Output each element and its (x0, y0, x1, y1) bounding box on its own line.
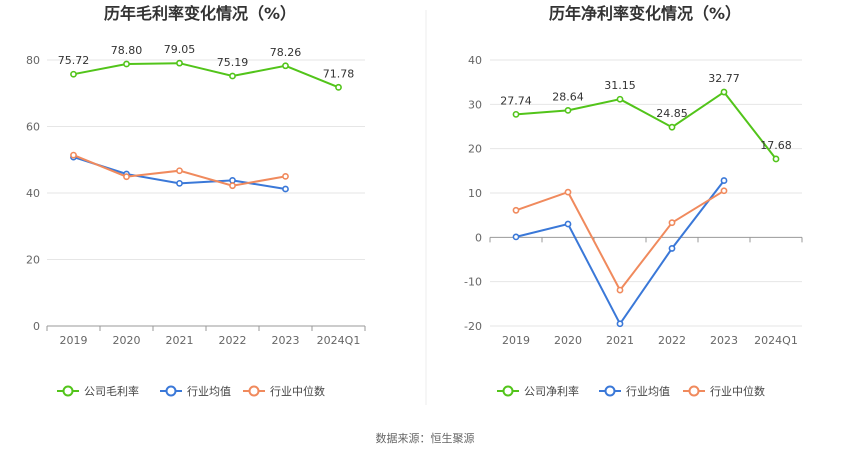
legend-label: 公司毛利率 (84, 384, 139, 398)
x-tick-label: 2022 (658, 334, 686, 347)
data-label: 17.68 (760, 139, 792, 152)
data-point-company (282, 62, 289, 70)
data-point-avg (229, 176, 236, 184)
x-tick-label: 2022 (219, 334, 247, 347)
data-point-avg (616, 320, 624, 328)
data-point-company (176, 59, 183, 67)
data-point-median (564, 188, 572, 196)
data-point-company (229, 72, 236, 80)
data-label: 27.74 (500, 94, 532, 107)
data-point-avg (512, 233, 520, 241)
data-label: 75.19 (217, 56, 249, 69)
data-label: 71.78 (323, 67, 355, 80)
data-point-company (772, 155, 780, 163)
data-label: 24.85 (656, 107, 688, 120)
data-point-company (616, 95, 624, 103)
chart-title: 历年毛利率变化情况（%） (104, 4, 296, 23)
data-point-median (123, 173, 130, 181)
y-tick-label: 40 (26, 187, 40, 200)
y-tick-label: 20 (26, 254, 40, 267)
data-point-median (616, 286, 624, 294)
data-source: 数据来源：恒生聚源 (376, 431, 475, 445)
data-point-median (176, 167, 183, 175)
y-tick-label: 0 (475, 231, 482, 244)
series-line-company (515, 90, 777, 160)
x-tick-label: 2019 (60, 334, 88, 347)
x-tick-label: 2023 (272, 334, 300, 347)
data-point-company (335, 83, 342, 91)
x-tick-label: 2023 (710, 334, 738, 347)
data-point-avg (668, 245, 676, 252)
y-tick-label: -20 (464, 320, 482, 333)
data-point-avg (282, 185, 289, 193)
data-label: 75.72 (58, 54, 90, 67)
data-label: 28.64 (552, 90, 584, 103)
data-point-company (720, 88, 728, 96)
x-tick-label: 2019 (502, 334, 530, 347)
y-tick-label: 10 (468, 187, 482, 200)
series-line-company (73, 62, 339, 89)
data-point-company (70, 70, 77, 78)
y-tick-label: -10 (464, 276, 482, 289)
legend-marker-median (688, 385, 700, 397)
y-tick-label: 40 (468, 54, 482, 67)
series-line-median (515, 189, 725, 292)
x-tick-label: 2020 (113, 334, 141, 347)
data-point-avg (564, 220, 572, 228)
data-label: 79.05 (164, 43, 196, 56)
y-tick-label: 0 (33, 320, 40, 333)
data-label: 78.80 (111, 44, 143, 57)
legend-marker-company (62, 385, 74, 397)
legend-label: 行业均值 (626, 385, 670, 398)
data-point-median (282, 172, 289, 180)
data-point-avg (720, 177, 728, 184)
series-line-avg (515, 179, 725, 326)
data-point-median (229, 182, 236, 190)
x-tick-label: 2024Q1 (754, 334, 798, 347)
data-point-median (668, 219, 676, 227)
data-label: 32.77 (708, 72, 740, 85)
y-tick-label: 20 (468, 143, 482, 156)
data-point-median (720, 187, 728, 195)
legend-marker-median (248, 385, 260, 397)
x-tick-label: 2021 (606, 334, 634, 347)
legend-label: 行业中位数 (270, 384, 325, 398)
legend-marker-avg (165, 385, 177, 397)
x-tick-label: 2020 (554, 334, 582, 347)
legend-marker-company (502, 385, 514, 397)
y-tick-label: 60 (26, 121, 40, 134)
data-label: 31.15 (604, 79, 636, 92)
legend-label: 公司净利率 (524, 384, 579, 398)
data-point-company (668, 123, 676, 131)
legend-label: 行业均值 (187, 385, 231, 398)
data-point-median (512, 206, 520, 214)
x-tick-label: 2021 (166, 334, 194, 347)
chart-title: 历年净利率变化情况（%） (549, 4, 741, 23)
data-point-company (123, 60, 130, 68)
data-point-company (564, 106, 572, 114)
x-tick-label: 2024Q1 (317, 334, 361, 347)
y-tick-label: 30 (468, 98, 482, 111)
data-label: 78.26 (270, 46, 302, 59)
data-point-company (512, 110, 520, 118)
legend-marker-avg (604, 385, 616, 397)
legend-label: 行业中位数 (710, 384, 765, 398)
data-point-avg (176, 179, 183, 187)
y-tick-label: 80 (26, 54, 40, 67)
data-point-median (70, 151, 77, 159)
